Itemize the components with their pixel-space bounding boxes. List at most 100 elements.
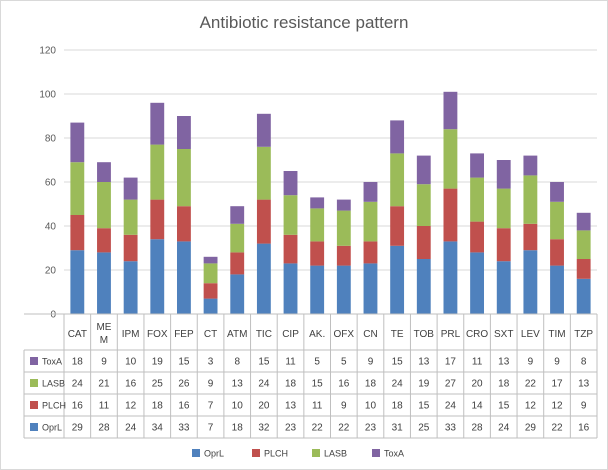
data-table-value: 11 bbox=[99, 401, 110, 412]
y-tick-label: 120 bbox=[39, 46, 56, 57]
data-table-value: 25 bbox=[418, 423, 430, 434]
bar-segment-plch bbox=[576, 259, 591, 279]
data-table-value: 15 bbox=[258, 357, 270, 368]
bar-segment-lasb bbox=[310, 208, 325, 242]
data-table-value: 10 bbox=[365, 401, 377, 412]
bar-segment-lasb bbox=[336, 210, 351, 246]
bar-segment-oprl bbox=[336, 265, 351, 314]
data-table-value: 23 bbox=[285, 423, 297, 434]
bar-segment-oprl bbox=[230, 274, 245, 314]
table-legend-key-lasb bbox=[30, 379, 38, 387]
bar-segment-oprl bbox=[70, 250, 85, 314]
bar-segment-toxa bbox=[203, 256, 218, 264]
legend-key-toxa bbox=[372, 449, 380, 457]
x-category-label: CIP bbox=[282, 329, 299, 340]
x-category-label: CAT bbox=[68, 329, 87, 340]
bar-segment-toxa bbox=[470, 153, 485, 178]
bar-segment-oprl bbox=[550, 265, 564, 314]
table-row-label: OprL bbox=[42, 423, 62, 433]
bar-segment-lasb bbox=[390, 153, 405, 207]
data-table-value: 18 bbox=[285, 379, 297, 390]
y-tick-label: 40 bbox=[45, 222, 57, 233]
data-table-value: 22 bbox=[338, 423, 350, 434]
data-table-value: 18 bbox=[498, 379, 510, 390]
legend-key-lasb bbox=[312, 449, 320, 457]
data-table-value: 24 bbox=[72, 379, 84, 390]
bar-segment-toxa bbox=[336, 199, 351, 211]
bar-segment-toxa bbox=[363, 182, 378, 202]
data-table-value: 18 bbox=[152, 401, 164, 412]
x-category-label: M bbox=[100, 335, 108, 346]
x-category-label: PRL bbox=[441, 329, 461, 340]
bar-segment-oprl bbox=[390, 245, 405, 314]
data-table-value: 25 bbox=[152, 379, 164, 390]
bar-segment-lasb bbox=[70, 162, 85, 215]
bar-segment-toxa bbox=[416, 155, 431, 185]
x-category-label: TE bbox=[391, 329, 404, 340]
bar-segment-plch bbox=[123, 234, 138, 262]
bar-segment-plch bbox=[363, 241, 378, 264]
data-table-value: 21 bbox=[98, 379, 110, 390]
data-table-value: 26 bbox=[178, 379, 190, 390]
y-tick-label: 20 bbox=[45, 266, 57, 277]
data-table-value: 17 bbox=[445, 357, 457, 368]
bar-segment-plch bbox=[283, 234, 298, 264]
x-category-label: CN bbox=[363, 329, 377, 340]
data-table-value: 32 bbox=[258, 423, 270, 434]
data-table-value: 18 bbox=[232, 423, 244, 434]
x-category-label: OFX bbox=[334, 329, 355, 340]
data-table-value: 15 bbox=[312, 379, 324, 390]
y-tick-label: 0 bbox=[50, 310, 56, 321]
bar-segment-toxa bbox=[97, 162, 111, 182]
bar-segment-lasb bbox=[496, 188, 511, 229]
bar-segment-oprl bbox=[203, 298, 218, 314]
data-table-value: 33 bbox=[178, 423, 190, 434]
y-tick-label: 60 bbox=[45, 178, 57, 189]
bar-segment-lasb bbox=[470, 177, 485, 222]
legend-key-oprl bbox=[192, 449, 200, 457]
bar-segment-lasb bbox=[576, 230, 591, 259]
bar-segment-toxa bbox=[150, 102, 165, 145]
table-row-label: ToxA bbox=[42, 357, 62, 367]
bar-segment-oprl bbox=[496, 261, 511, 314]
x-category-label: ATM bbox=[227, 329, 247, 340]
bar-segment-plch bbox=[523, 223, 538, 251]
bar-segment-toxa bbox=[390, 120, 405, 154]
data-table-value: 13 bbox=[498, 357, 510, 368]
legend-key-plch bbox=[252, 449, 260, 457]
bar-segment-toxa bbox=[123, 177, 138, 200]
data-table-value: 31 bbox=[392, 423, 404, 434]
data-table-value: 16 bbox=[72, 401, 84, 412]
data-table-value: 11 bbox=[312, 401, 323, 412]
data-table-value: 12 bbox=[125, 401, 137, 412]
data-table-value: 24 bbox=[498, 423, 510, 434]
data-table-value: 12 bbox=[551, 401, 563, 412]
data-table-value: 20 bbox=[472, 379, 484, 390]
bar-segment-oprl bbox=[363, 263, 378, 314]
bar-segment-plch bbox=[256, 199, 271, 244]
x-category-label: FOX bbox=[147, 329, 168, 340]
data-table-value: 20 bbox=[258, 401, 270, 412]
table-row-label: LASB bbox=[42, 379, 65, 389]
data-table-value: 16 bbox=[338, 379, 350, 390]
x-category-label: TOB bbox=[414, 329, 435, 340]
x-category-label: TIM bbox=[548, 329, 565, 340]
bar-segment-lasb bbox=[550, 201, 564, 240]
bar-segment-oprl bbox=[97, 252, 111, 314]
bar-segment-lasb bbox=[443, 129, 458, 189]
bar-segment-plch bbox=[150, 199, 165, 240]
bar-segment-oprl bbox=[150, 239, 165, 314]
data-table-value: 15 bbox=[418, 401, 430, 412]
data-table-value: 15 bbox=[498, 401, 510, 412]
bar-segment-oprl bbox=[176, 241, 191, 314]
bar-segment-toxa bbox=[443, 91, 458, 130]
data-table-value: 28 bbox=[98, 423, 110, 434]
legend-label: PLCH bbox=[264, 449, 288, 459]
bar-segment-plch bbox=[416, 226, 431, 259]
data-table-value: 19 bbox=[152, 357, 164, 368]
data-table-value: 15 bbox=[178, 357, 190, 368]
bar-segment-oprl bbox=[256, 243, 271, 314]
bar-segment-toxa bbox=[230, 206, 245, 224]
data-table-value: 29 bbox=[72, 423, 84, 434]
